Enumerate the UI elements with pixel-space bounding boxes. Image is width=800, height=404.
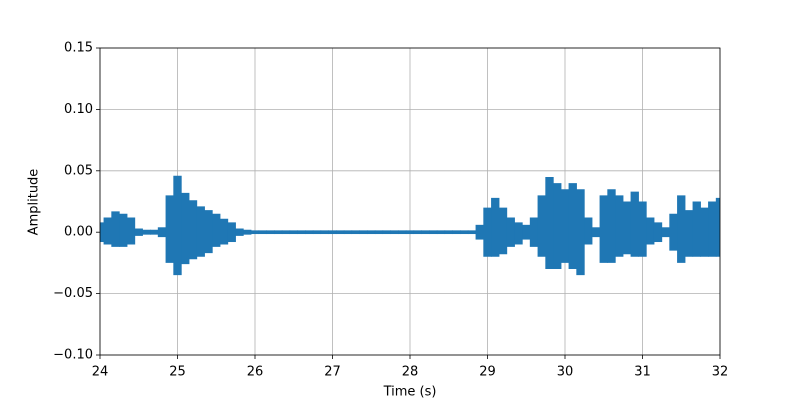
x-tick-label: 31 (634, 365, 651, 380)
x-axis-label: Time (s) (383, 385, 437, 400)
y-tick-label: −0.05 (53, 286, 93, 301)
x-tick-label: 27 (324, 365, 341, 380)
x-tick-label: 26 (247, 365, 264, 380)
y-axis-label: Amplitude (27, 169, 42, 236)
y-tick-label: 0.15 (64, 41, 93, 56)
y-tick-label: 0.10 (64, 102, 93, 117)
x-tick-label: 32 (712, 365, 729, 380)
y-tick-label: −0.10 (53, 348, 93, 363)
y-tick-label: 0.05 (64, 163, 93, 178)
x-tick-label: 29 (479, 365, 496, 380)
x-tick-label: 28 (402, 365, 419, 380)
x-tick-label: 30 (557, 365, 574, 380)
x-tick-label: 25 (169, 365, 186, 380)
x-tick-label: 24 (92, 365, 109, 380)
y-tick-label: 0.00 (64, 225, 93, 240)
